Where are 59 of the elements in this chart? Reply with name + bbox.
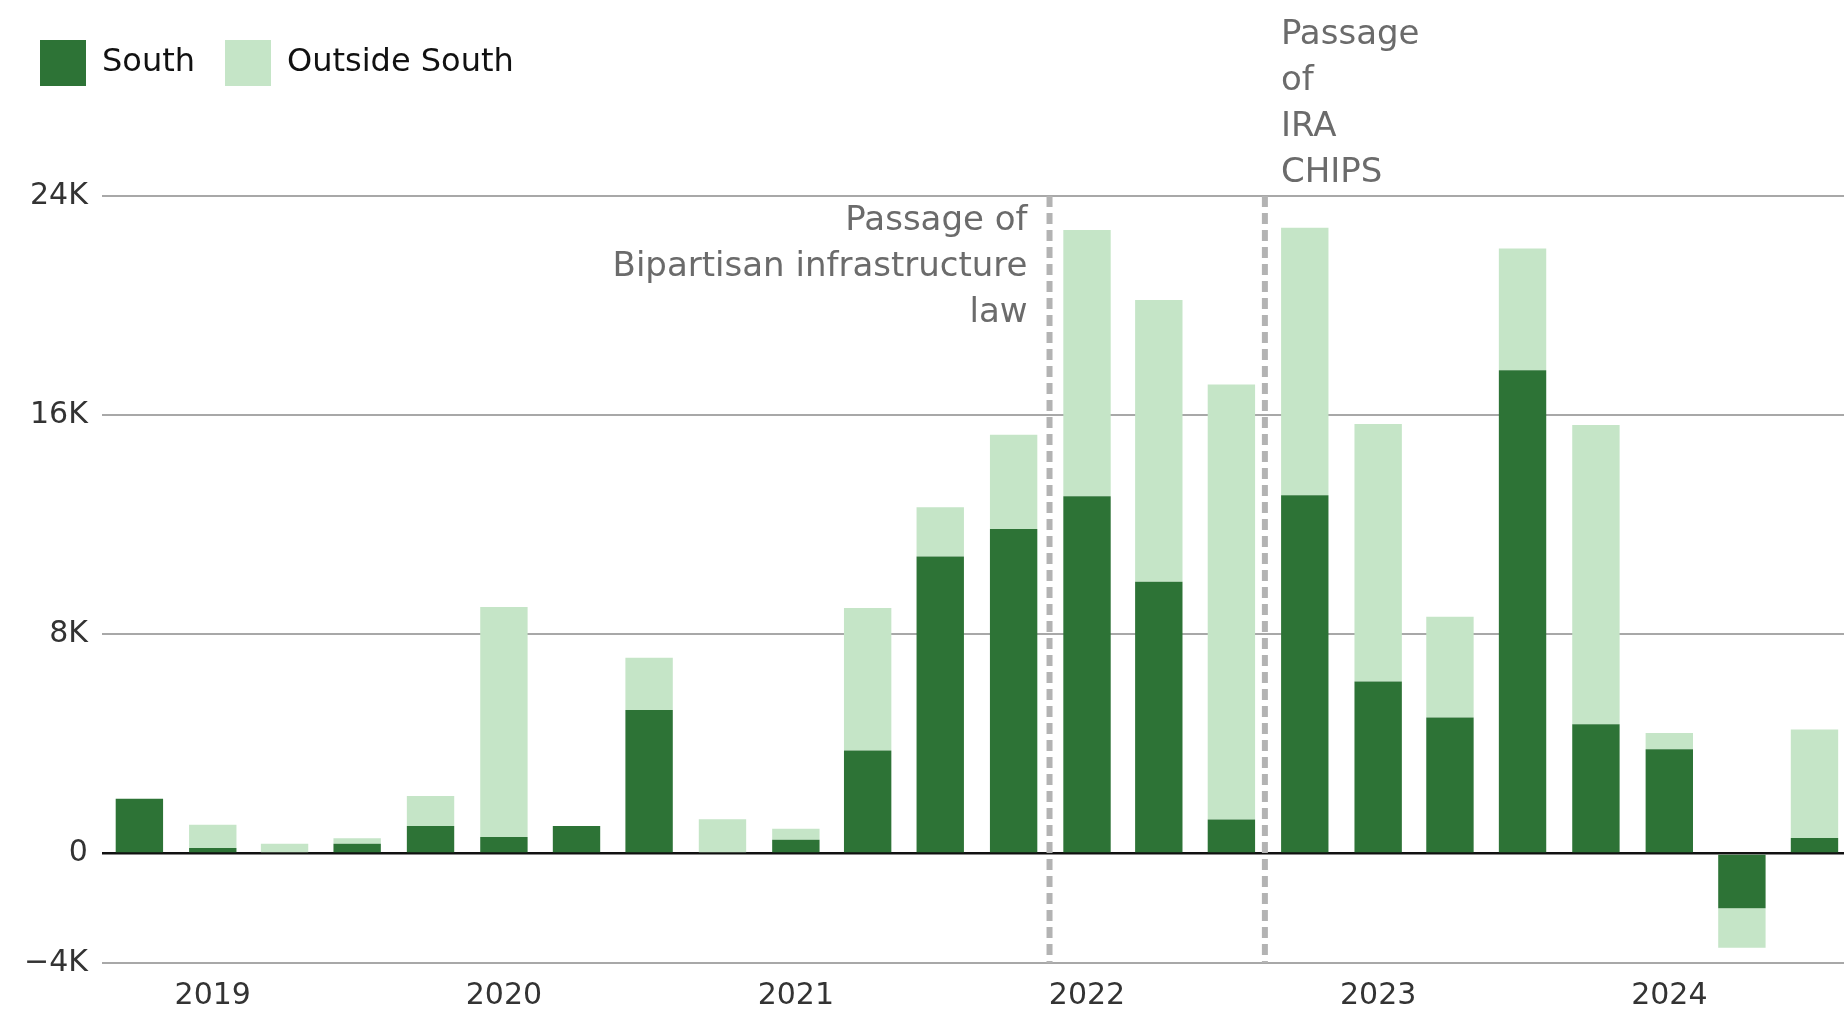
bar <box>189 847 237 853</box>
bar <box>1063 496 1111 853</box>
y-tick-label: 16K <box>30 394 90 430</box>
bar <box>1281 495 1329 853</box>
x-tick-label: 2020 <box>465 975 543 1011</box>
bar <box>1718 908 1766 948</box>
bar <box>625 709 673 853</box>
y-tick-label: 8K <box>49 614 90 650</box>
bar <box>480 606 528 837</box>
bar <box>916 556 964 853</box>
bar <box>1426 717 1474 853</box>
bar <box>1354 423 1402 682</box>
bar <box>406 826 455 853</box>
bar <box>1572 425 1620 725</box>
bar <box>843 750 892 853</box>
bar <box>552 826 601 853</box>
bar <box>1498 370 1547 853</box>
bar <box>480 836 528 853</box>
bar <box>115 798 164 853</box>
bar <box>989 529 1038 853</box>
y-tick-label: 0 <box>68 833 88 869</box>
bar <box>772 839 820 853</box>
bar <box>1207 819 1256 853</box>
bar <box>772 828 820 840</box>
bar <box>625 657 673 710</box>
bar <box>189 824 237 848</box>
ref-line-label: Passage of Bipartisan infrastructure law <box>612 197 1029 330</box>
bar <box>989 434 1038 530</box>
y-tick-label: −4K <box>23 942 90 978</box>
bar <box>260 843 309 853</box>
bar <box>1281 227 1329 496</box>
bar <box>1135 581 1183 853</box>
bar <box>843 607 892 751</box>
bar <box>333 843 381 853</box>
bar <box>1572 724 1620 853</box>
bar <box>1645 749 1693 853</box>
legend-label: South <box>102 41 195 80</box>
x-tick-label: 2019 <box>174 975 251 1011</box>
bar <box>1207 384 1256 820</box>
x-tick-label: 2024 <box>1631 975 1708 1011</box>
x-tick-label: 2021 <box>757 975 835 1011</box>
x-tick-label: 2022 <box>1048 975 1126 1011</box>
bar <box>698 819 747 853</box>
bar <box>406 795 455 827</box>
bar <box>1645 732 1693 750</box>
bar <box>1718 854 1766 909</box>
bar <box>1135 300 1183 582</box>
bar <box>333 838 381 844</box>
ref-line-label: Passage of IRA CHIPS <box>1280 11 1420 190</box>
legend-label: Outside South <box>287 41 514 80</box>
bar <box>1354 681 1402 853</box>
bar <box>916 507 964 557</box>
bar <box>1790 729 1839 839</box>
bar <box>1498 248 1547 371</box>
bar <box>1790 838 1839 853</box>
bar <box>1426 616 1474 718</box>
y-tick-label: 24K <box>30 175 90 211</box>
bar <box>1063 229 1111 497</box>
x-tick-label: 2023 <box>1339 975 1417 1011</box>
